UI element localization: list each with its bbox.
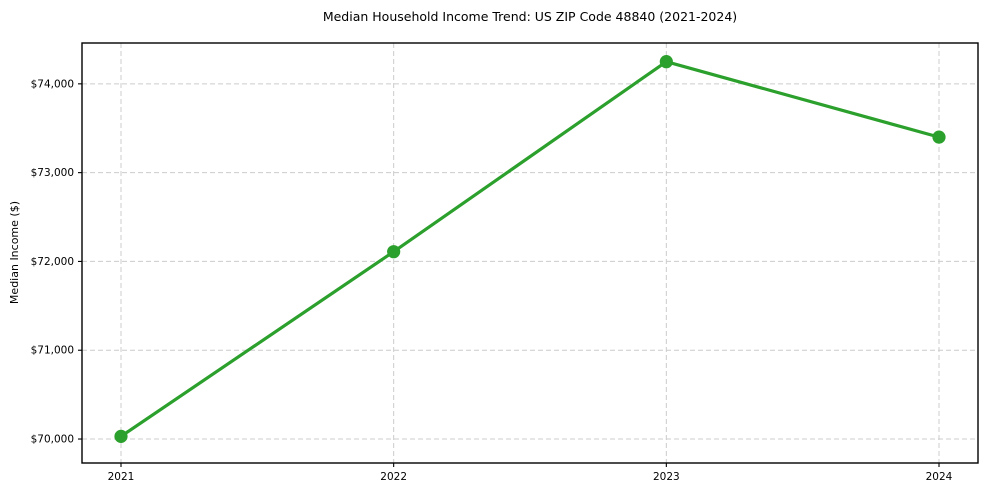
plot-frame bbox=[81, 42, 979, 464]
y-tick-label: $70,000 bbox=[31, 434, 74, 446]
x-tick-label: 2022 bbox=[380, 471, 407, 483]
data-point-marker bbox=[114, 429, 128, 443]
data-point-marker bbox=[659, 55, 673, 69]
y-tick-label: $74,000 bbox=[31, 78, 74, 90]
y-tick-label: $71,000 bbox=[31, 345, 74, 357]
y-tick-label: $72,000 bbox=[31, 256, 74, 268]
x-tick-label: 2024 bbox=[926, 471, 953, 483]
y-axis-label: Median Income ($) bbox=[7, 201, 21, 305]
x-tick-label: 2021 bbox=[108, 471, 135, 483]
x-tick-label: 2023 bbox=[653, 471, 680, 483]
income-trend-line bbox=[119, 60, 941, 438]
data-point-marker bbox=[387, 245, 401, 259]
data-point-marker bbox=[932, 130, 946, 144]
chart-title: Median Household Income Trend: US ZIP Co… bbox=[322, 9, 738, 24]
y-axis-label-wrap: Median Income ($) bbox=[2, 43, 26, 463]
y-tick-label: $73,000 bbox=[31, 167, 74, 179]
